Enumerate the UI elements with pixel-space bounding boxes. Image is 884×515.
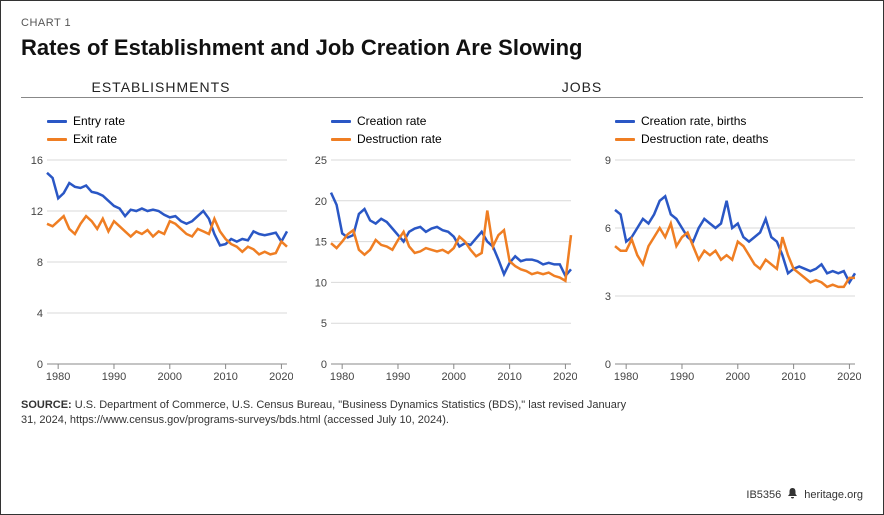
svg-text:1980: 1980 xyxy=(330,371,354,383)
legend-swatch xyxy=(331,120,351,123)
svg-text:10: 10 xyxy=(315,277,327,289)
svg-text:2000: 2000 xyxy=(726,371,750,383)
group-title-row: ESTABLISHMENTS JOBS xyxy=(21,79,863,95)
legend-swatch xyxy=(47,120,67,123)
legend-label: Creation rate, births xyxy=(641,112,746,130)
legend-item: Creation rate xyxy=(331,112,577,130)
legend-label: Destruction rate xyxy=(357,130,442,148)
legend-item: Destruction rate xyxy=(331,130,577,148)
series-blue xyxy=(331,193,571,276)
svg-text:0: 0 xyxy=(37,359,43,371)
bell-icon xyxy=(787,487,798,502)
svg-text:2010: 2010 xyxy=(213,371,237,383)
svg-text:1990: 1990 xyxy=(670,371,694,383)
svg-text:0: 0 xyxy=(321,359,327,371)
svg-text:1990: 1990 xyxy=(102,371,126,383)
legend-jobs-rates: Creation rateDestruction rate xyxy=(331,112,577,148)
footer-doc-id: IB5356 xyxy=(746,489,781,501)
legend-item: Entry rate xyxy=(47,112,293,130)
svg-text:1990: 1990 xyxy=(386,371,410,383)
plot-establishments: 0 4 8 12 16 1980 1990 2000 2010 2020 xyxy=(21,154,293,384)
footer-right: IB5356 heritage.org xyxy=(746,487,863,502)
source-text: U.S. Department of Commerce, U.S. Census… xyxy=(21,399,626,426)
legend-item: Destruction rate, deaths xyxy=(615,130,861,148)
plot-jobs-rates: 0 5 10 15 20 25 1980 1990 2000 2010 2020 xyxy=(305,154,577,384)
svg-text:12: 12 xyxy=(31,206,43,218)
svg-text:3: 3 xyxy=(605,291,611,303)
svg-text:16: 16 xyxy=(31,155,43,167)
legend-label: Destruction rate, deaths xyxy=(641,130,768,148)
legend-label: Exit rate xyxy=(73,130,117,148)
plot-jobs-births-deaths: 0 3 6 9 1980 1990 2000 2010 2020 xyxy=(589,154,861,384)
svg-text:15: 15 xyxy=(315,237,327,249)
title-divider xyxy=(21,97,863,98)
svg-text:2010: 2010 xyxy=(497,371,521,383)
legend-jobs-births-deaths: Creation rate, birthsDestruction rate, d… xyxy=(615,112,861,148)
footer-site: heritage.org xyxy=(804,489,863,501)
svg-text:2020: 2020 xyxy=(837,371,861,383)
panels-row: Entry rateExit rate048121619801990200020… xyxy=(21,106,863,384)
chart-number-label: CHART 1 xyxy=(21,17,863,29)
svg-text:1980: 1980 xyxy=(614,371,638,383)
svg-text:2000: 2000 xyxy=(158,371,182,383)
legend-swatch xyxy=(615,138,635,141)
panel-jobs-rates: Creation rateDestruction rate 0 5 10 15 20 25 1… xyxy=(305,106,577,384)
legend-swatch xyxy=(47,138,67,141)
source-prefix: SOURCE: xyxy=(21,399,72,411)
group-title-establishments: ESTABLISHMENTS xyxy=(21,79,301,95)
svg-text:2010: 2010 xyxy=(781,371,805,383)
svg-text:20: 20 xyxy=(315,196,327,208)
svg-text:1980: 1980 xyxy=(46,371,70,383)
svg-text:2020: 2020 xyxy=(269,371,293,383)
series-orange xyxy=(615,224,855,287)
legend-item: Exit rate xyxy=(47,130,293,148)
series-blue xyxy=(47,173,287,246)
series-blue xyxy=(615,196,855,282)
source-note: SOURCE: U.S. Department of Commerce, U.S… xyxy=(21,398,641,429)
svg-text:4: 4 xyxy=(37,308,43,320)
legend-label: Creation rate xyxy=(357,112,426,130)
svg-text:6: 6 xyxy=(605,223,611,235)
chart-title: Rates of Establishment and Job Creation … xyxy=(21,35,863,61)
legend-swatch xyxy=(331,138,351,141)
svg-text:0: 0 xyxy=(605,359,611,371)
svg-text:9: 9 xyxy=(605,155,611,167)
svg-text:25: 25 xyxy=(315,155,327,167)
legend-swatch xyxy=(615,120,635,123)
svg-text:2020: 2020 xyxy=(553,371,577,383)
svg-text:2000: 2000 xyxy=(442,371,466,383)
series-orange xyxy=(331,211,571,281)
svg-text:5: 5 xyxy=(321,318,327,330)
panel-jobs-births-deaths: Creation rate, birthsDestruction rate, d… xyxy=(589,106,861,384)
group-title-jobs: JOBS xyxy=(301,79,863,95)
svg-text:8: 8 xyxy=(37,257,43,269)
legend-establishments: Entry rateExit rate xyxy=(47,112,293,148)
legend-label: Entry rate xyxy=(73,112,125,130)
panel-establishments: Entry rateExit rate 0 4 8 12 16 1980 1990 2000 20… xyxy=(21,106,293,384)
legend-item: Creation rate, births xyxy=(615,112,861,130)
